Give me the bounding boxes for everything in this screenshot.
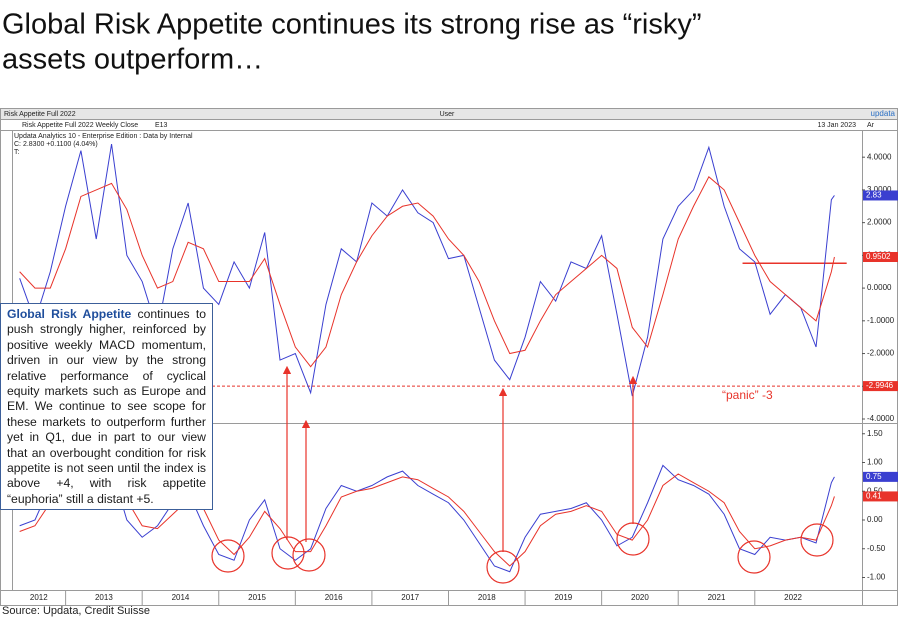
end-label: -2.9946 [866,381,894,390]
info: Updata Analytics 10 - Enterprise Edition… [14,133,193,140]
y-tick-label: 1.50 [867,429,883,438]
x-tick-label: 2022 [784,593,802,602]
text-lead: Global Risk Appetite [7,307,132,321]
annotation: “panic” -3 [722,388,773,402]
y-tick-label: 3.0000 [867,185,892,194]
brand: updata [871,109,896,118]
x-tick-label: 2020 [631,593,649,602]
header-left: Risk Appetite Full 2022 [4,111,76,118]
text-box: Global Risk Appetite continues to push s… [0,303,213,510]
text-body: continues to push strongly higher, reinf… [7,307,206,506]
end-label: 2.83 [866,191,882,200]
circle [737,540,771,574]
end-label: 0.9502 [866,252,891,261]
circle [800,523,834,557]
y-tick-label: 1.00 [867,458,883,467]
y-tick-label: -1.0000 [867,316,895,325]
circle [486,550,520,584]
x-tick-label: 2013 [95,593,113,602]
x-tick-label: 2016 [325,593,343,602]
circle [616,522,650,556]
info: C: 2.8300 +0.1100 (4.04%) [14,141,98,148]
x-tick-label: 2021 [708,593,726,602]
x-tick-label: 2019 [554,593,572,602]
study: E13 [155,122,168,129]
y-tick-label: 0.50 [867,486,883,495]
end-label-box [863,251,898,262]
callouts [211,365,834,584]
source: Source: Updata, Credit Suisse [2,605,150,617]
y-tick-label: -1.00 [867,573,886,582]
end-label-box [863,471,898,482]
series-line [19,461,835,573]
series-line [19,176,835,368]
y-tick-label: -4.0000 [867,414,895,423]
corner: Ar [867,122,875,129]
title-line: Global Risk Appetite continues its stron… [2,9,702,41]
x-tick-label: 2018 [478,593,496,602]
y-tick-label: 0.00 [867,515,883,524]
y-tick-label: 4.0000 [867,152,892,161]
header-center: User [440,111,455,118]
end-label-box [863,190,898,201]
y-tick-label: 0.0000 [867,283,892,292]
y-tick-label: -2.0000 [867,349,895,358]
y-tick-label: -0.50 [867,544,886,553]
info: T: [14,149,20,156]
title-line: assets outperform… [2,44,263,76]
y-tick-label: 2.0000 [867,218,892,227]
x-tick-label: 2015 [248,593,266,602]
series-line [19,470,835,567]
x-tick-label: 2014 [172,593,190,602]
x-tick-label: 2017 [401,593,419,602]
end-label-box [863,381,898,392]
header-bar [1,109,897,119]
circle [271,536,305,570]
circle [211,539,245,573]
x-tick-label: 2012 [30,593,48,602]
end-label: 0.75 [866,472,882,481]
date: 13 Jan 2023 [817,122,856,129]
circle [292,538,326,572]
end-label-box [863,491,898,502]
series-title: Risk Appetite Full 2022 Weekly Close [22,122,138,129]
end-label: 0.41 [866,492,882,501]
